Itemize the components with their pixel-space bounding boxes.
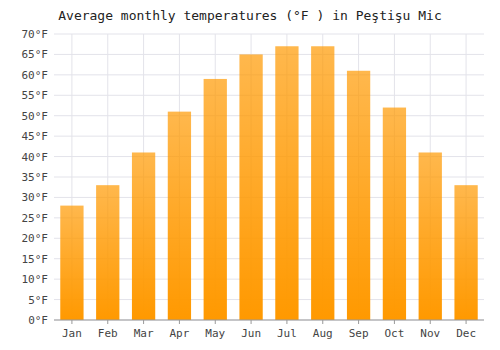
y-tick-label: 65°F: [22, 48, 49, 61]
chart-title: Average monthly temperatures (°F ) in Pe…: [58, 8, 442, 23]
chart-container: Average monthly temperatures (°F ) in Pe…: [0, 0, 500, 350]
x-tick-label: Aug: [313, 327, 333, 340]
x-tick-label: Sep: [349, 327, 369, 340]
bars: [60, 46, 477, 320]
x-tick-label: Feb: [98, 327, 118, 340]
y-grid-line: [54, 34, 484, 35]
x-tick: [322, 320, 323, 324]
x-tick-label: Apr: [169, 327, 189, 340]
bar: [60, 206, 83, 320]
x-tick: [286, 320, 287, 324]
y-tick-label: 45°F: [22, 130, 49, 143]
y-grid-line: [54, 136, 484, 137]
x-tick: [179, 320, 180, 324]
y-grid-line: [54, 95, 484, 96]
x-tick: [251, 320, 252, 324]
x-tick-label: Jan: [62, 327, 82, 340]
x-tick-label: Jul: [277, 327, 297, 340]
y-tick-label: 40°F: [22, 151, 49, 164]
bar: [132, 152, 155, 320]
bar: [419, 152, 442, 320]
bar: [347, 71, 370, 320]
x-tick-label: Dec: [456, 327, 476, 340]
y-tick-label: 35°F: [22, 171, 49, 184]
x-tick-label: Mar: [134, 327, 154, 340]
x-tick-label: Oct: [384, 327, 404, 340]
x-tick-label: May: [205, 327, 225, 340]
y-tick-label: 70°F: [22, 28, 49, 41]
bar: [275, 46, 298, 320]
y-tick-label: 20°F: [22, 232, 49, 245]
y-tick-label: 15°F: [22, 253, 49, 266]
bar: [96, 185, 119, 320]
x-tick: [394, 320, 395, 324]
x-tick: [107, 320, 108, 324]
bar: [311, 46, 334, 320]
x-tick: [430, 320, 431, 324]
y-grid-line: [54, 115, 484, 116]
y-tick-label: 10°F: [22, 273, 49, 286]
y-tick-label: 60°F: [22, 69, 49, 82]
y-tick-label: 25°F: [22, 212, 49, 225]
x-tick: [215, 320, 216, 324]
y-grid-line: [54, 320, 484, 321]
x-tick-label: Nov: [420, 327, 440, 340]
x-tick: [466, 320, 467, 324]
bar: [454, 185, 477, 320]
grid: [54, 34, 484, 320]
y-grid-line: [54, 74, 484, 75]
x-tick: [71, 320, 72, 324]
y-tick-label: 0°F: [28, 314, 48, 327]
x-tick: [358, 320, 359, 324]
y-tick-label: 55°F: [22, 89, 49, 102]
bar: [383, 108, 406, 320]
y-tick-label: 5°F: [28, 294, 48, 307]
y-tick-label: 50°F: [22, 110, 49, 123]
y-tick-label: 30°F: [22, 191, 49, 204]
x-tick-label: Jun: [241, 327, 261, 340]
x-axis-line: [54, 320, 484, 321]
chart-svg: Average monthly temperatures (°F ) in Pe…: [0, 0, 500, 350]
y-grid-line: [54, 54, 484, 55]
x-tick: [143, 320, 144, 324]
bar: [168, 112, 191, 320]
bar: [204, 79, 227, 320]
bar: [239, 54, 262, 320]
